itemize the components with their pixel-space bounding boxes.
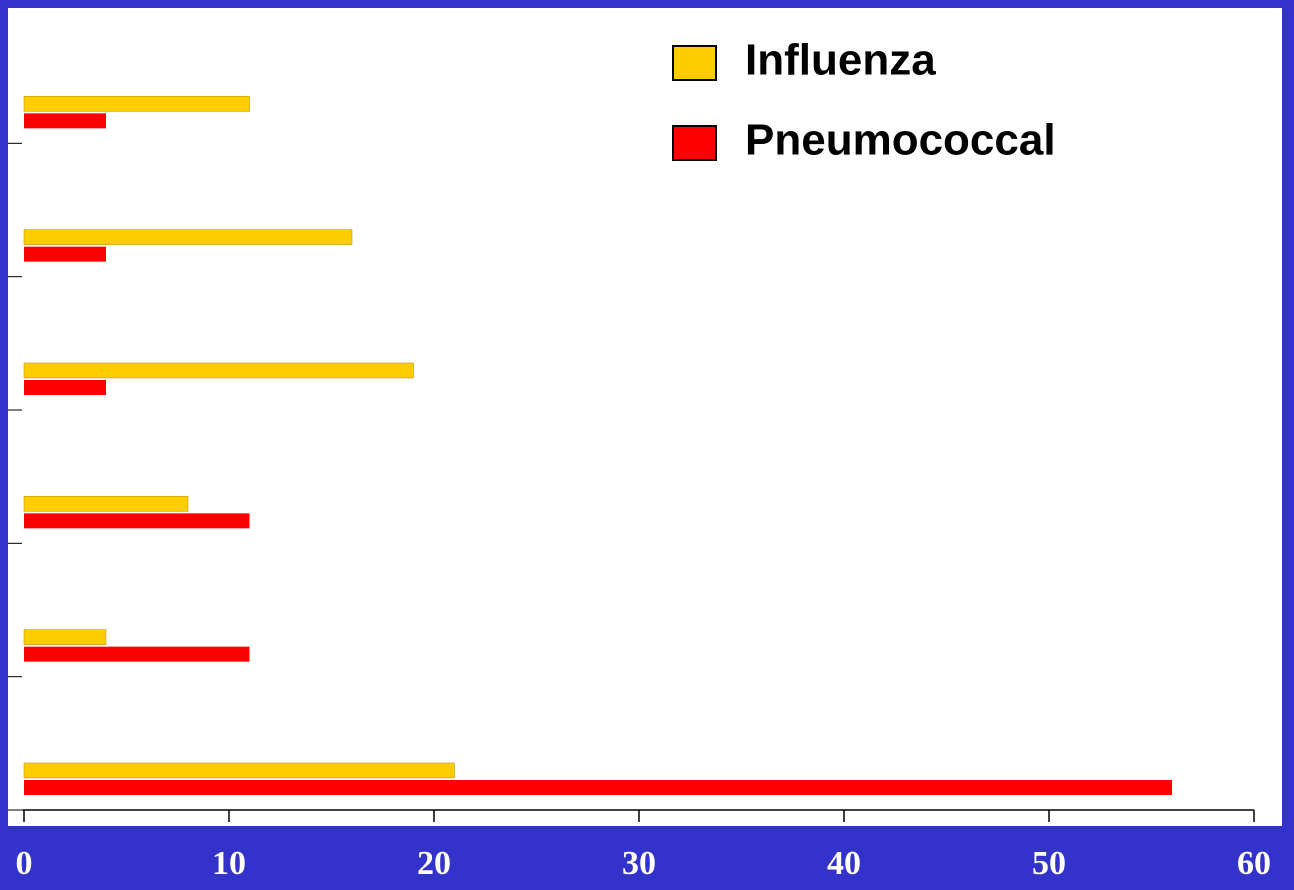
bar bbox=[23, 629, 107, 645]
bar bbox=[23, 762, 455, 779]
x-tick-label: 40 bbox=[827, 845, 861, 882]
bar bbox=[24, 246, 106, 262]
bar bbox=[23, 229, 353, 245]
bar bbox=[24, 513, 250, 529]
bar bbox=[24, 780, 1172, 795]
bar bbox=[24, 113, 106, 129]
x-tick-label: 10 bbox=[212, 845, 246, 882]
x-tick-label: 0 bbox=[16, 845, 33, 882]
bar bbox=[24, 380, 106, 395]
bar bbox=[23, 496, 189, 512]
bar bbox=[23, 362, 414, 379]
bar bbox=[24, 646, 250, 662]
legend-label: Pneumococcal bbox=[745, 116, 1056, 165]
bar bbox=[23, 96, 250, 112]
x-tick-label: 30 bbox=[622, 845, 656, 882]
x-tick-label: 60 bbox=[1237, 845, 1271, 882]
legend-label: Influenza bbox=[745, 36, 936, 85]
legend-swatch bbox=[672, 45, 717, 81]
x-tick-label: 20 bbox=[417, 845, 451, 882]
legend-swatch bbox=[672, 125, 717, 161]
x-tick-label: 50 bbox=[1032, 845, 1066, 882]
plot-area bbox=[8, 8, 1282, 826]
